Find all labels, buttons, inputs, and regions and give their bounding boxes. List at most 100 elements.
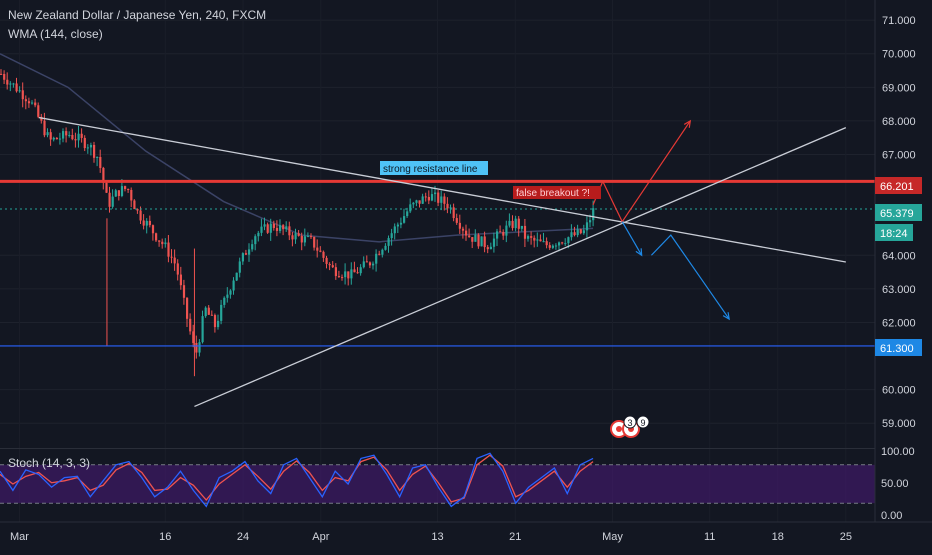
candle-down <box>102 167 105 183</box>
support-price-tag[interactable]: 61.300 <box>875 339 922 356</box>
candle-down <box>511 220 514 229</box>
candle-up <box>96 157 99 159</box>
current-price-tag[interactable]: 65.379 18:24 <box>875 204 922 241</box>
candle-up <box>480 236 483 247</box>
stoch-indicator-label[interactable]: Stoch (14, 3, 3) <box>8 456 91 470</box>
candle-down <box>579 229 582 234</box>
candle-up <box>396 224 399 227</box>
candle-up <box>31 102 34 104</box>
candle-down <box>15 83 18 92</box>
candle-up <box>223 297 226 305</box>
false-breakout-callout[interactable]: false breakout ?! <box>513 186 601 199</box>
stoch-k-line <box>0 452 594 508</box>
price-tick-label: 71.000 <box>882 15 916 27</box>
candle-up <box>514 218 517 229</box>
candle-up <box>440 196 443 203</box>
candle-up <box>406 211 409 217</box>
stoch-tick-label: 50.00 <box>881 478 909 490</box>
candle-down <box>37 105 40 117</box>
price-axis-bg[interactable] <box>875 0 932 550</box>
time-axis[interactable]: Mar 16 24 Apr 13 21 May 11 18 25 <box>10 531 852 543</box>
candle-up <box>204 307 207 317</box>
candle-up <box>164 242 167 245</box>
symbol-title[interactable]: New Zealand Dollar / Japanese Yen, 240, … <box>8 8 267 22</box>
candle-down <box>282 225 285 230</box>
candle-down <box>195 343 198 353</box>
candle-down <box>74 139 77 141</box>
time-tick-label: May <box>602 531 623 543</box>
candle-up <box>381 249 384 255</box>
candle-up <box>114 190 117 197</box>
event-count: 9 <box>640 418 645 428</box>
candle-down <box>310 236 313 238</box>
candle-up <box>359 267 362 274</box>
candle-down <box>117 190 120 196</box>
price-tick-label: 62.000 <box>882 317 916 329</box>
candle-up <box>232 280 235 291</box>
candle-down <box>502 232 505 236</box>
trendlines[interactable] <box>38 116 847 408</box>
candle-up <box>409 204 412 212</box>
candle-down <box>334 267 337 277</box>
candle-down <box>179 274 182 286</box>
candle-down <box>378 253 381 255</box>
candle-down <box>368 262 372 266</box>
candle-down <box>127 188 130 190</box>
false-breakout-box <box>513 186 601 199</box>
candle-down <box>548 245 551 248</box>
price-axis[interactable]: 71.000 70.000 69.000 68.000 67.000 64.000 63.0… <box>882 15 916 430</box>
grid <box>0 19 875 424</box>
candle-up <box>306 236 310 238</box>
strong-resistance-callout[interactable]: strong resistance line <box>380 161 488 175</box>
stoch-pane <box>0 452 875 508</box>
event-icon-core <box>616 426 622 432</box>
resistance-price-tag[interactable]: 66.201 <box>875 177 922 194</box>
candle-down <box>573 232 576 236</box>
candle-up <box>421 196 424 204</box>
candle-up <box>89 144 93 148</box>
candle-up <box>384 245 387 250</box>
candle-down <box>545 241 548 246</box>
candle-down <box>471 237 474 242</box>
wma-indicator-label[interactable]: WMA (144, close) <box>8 27 103 41</box>
event-count: 3 <box>627 418 632 428</box>
stoch-tick-label: 100.00 <box>881 446 915 458</box>
candle-down <box>539 239 542 242</box>
projection-arrow <box>650 234 730 320</box>
candle-up <box>248 249 251 255</box>
candle-up <box>263 224 266 227</box>
candles[interactable] <box>0 69 595 377</box>
event-markers[interactable]: 3 9 <box>610 415 650 438</box>
candle-up <box>582 230 585 234</box>
candle-up <box>217 320 220 328</box>
candle-down <box>99 157 102 168</box>
candle-down <box>530 236 533 238</box>
candle-down <box>322 251 325 258</box>
candle-up <box>390 233 393 239</box>
candle-down <box>561 242 564 244</box>
candle-down <box>124 186 127 189</box>
candle-up <box>508 220 511 226</box>
arrow-head <box>722 312 730 321</box>
time-axis-bg[interactable] <box>0 522 932 550</box>
candle-down <box>455 218 458 223</box>
candle-up <box>285 226 288 230</box>
candle-up <box>489 246 492 250</box>
resistance-tag-text: 66.201 <box>880 181 914 193</box>
pane-divider[interactable] <box>0 448 875 449</box>
candle-down <box>0 73 3 75</box>
candle-up <box>393 226 396 234</box>
candle-down <box>167 242 170 257</box>
candle-down <box>458 222 461 229</box>
false-breakout-text: false breakout ?! <box>516 188 590 199</box>
projection-arrow <box>621 221 643 256</box>
candle-down <box>272 223 275 228</box>
candle-down <box>418 200 421 204</box>
candle-down <box>275 227 279 231</box>
candle-up <box>62 131 65 139</box>
candle-up <box>536 239 539 241</box>
candle-down <box>55 137 58 140</box>
horizontal-levels[interactable] <box>0 179 875 347</box>
